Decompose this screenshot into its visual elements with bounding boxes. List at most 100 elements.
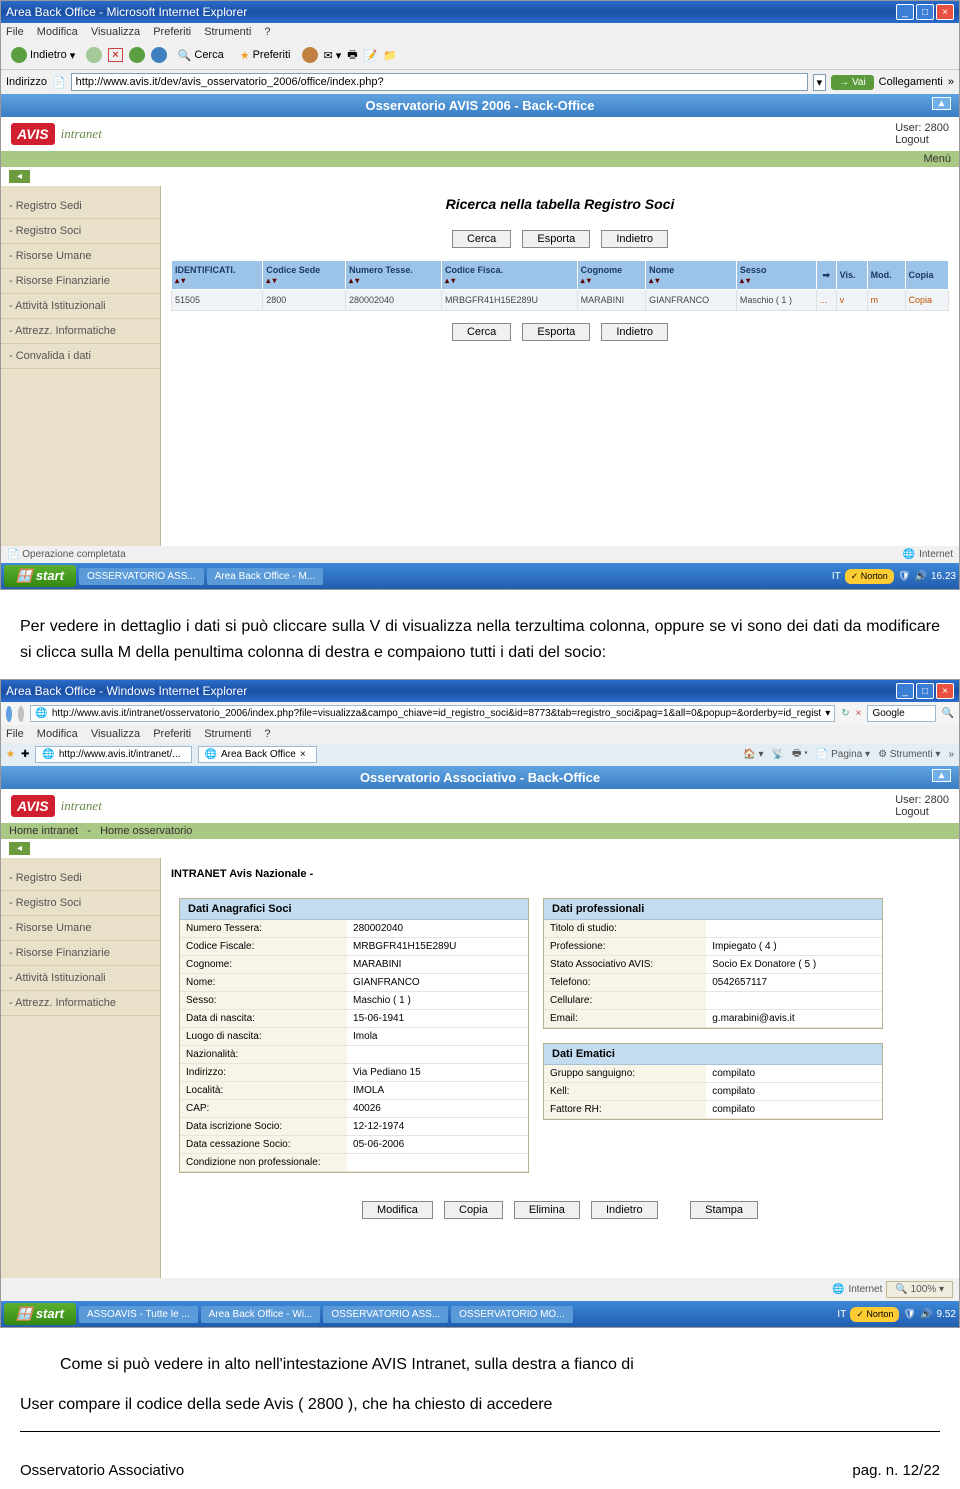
th-cognome[interactable]: Cognome▴ ▾ [577, 261, 645, 290]
mail-icon[interactable]: ✉ ▾ [324, 49, 342, 62]
sidebar-item-attivita[interactable]: - Attività Istituzionali [1, 294, 160, 319]
print-icon[interactable]: 🖶 [347, 46, 357, 65]
menu-view[interactable]: Visualizza [91, 26, 140, 38]
fav-tab[interactable]: 🌐 http://www.avis.it/intranet/... [35, 746, 191, 763]
start-button[interactable]: 🪟 start [4, 565, 76, 587]
sidebar-item-attrezz[interactable]: - Attrezz. Informatiche [1, 319, 160, 344]
search-button[interactable]: 🔍Cerca [173, 47, 229, 64]
th-sesso[interactable]: Sesso▴ ▾ [736, 261, 816, 290]
tools-menu[interactable]: ⚙ Strumenti ▾ [878, 749, 940, 760]
menu-fav[interactable]: Preferiti [153, 26, 191, 38]
back-icon[interactable] [6, 706, 12, 722]
lang-indicator[interactable]: IT [837, 1309, 846, 1320]
url-dropdown-icon[interactable]: ▾ [813, 74, 827, 91]
menu-edit[interactable]: Modifica [37, 26, 78, 38]
sidebar-item-risorse-fin[interactable]: - Risorse Finanziarie [1, 941, 160, 966]
stop-icon[interactable]: × [856, 708, 862, 719]
th-tessera[interactable]: Numero Tesse.▴ ▾ [345, 261, 441, 290]
home-icon[interactable]: 🏠 ▾ [743, 749, 763, 760]
cerca-button-2[interactable]: Cerca [452, 323, 511, 341]
esporta-button-2[interactable]: Esporta [522, 323, 590, 341]
minimize-icon[interactable]: _ [896, 683, 914, 699]
maximize-icon[interactable]: □ [916, 4, 934, 20]
sidebar-item-sedi[interactable]: - Registro Sedi [1, 194, 160, 219]
favorites-button[interactable]: ★Preferiti [235, 47, 296, 64]
fav-icon[interactable]: ★ [6, 749, 15, 760]
sidebar-item-attrezz[interactable]: - Attrezz. Informatiche [1, 991, 160, 1016]
menu-fav[interactable]: Preferiti [153, 728, 191, 740]
mod-link[interactable]: m [871, 295, 879, 305]
go-button[interactable]: → Vai [831, 75, 874, 90]
menu-view[interactable]: Visualizza [91, 728, 140, 740]
vis-link[interactable]: v [840, 295, 845, 305]
home-icon[interactable] [151, 47, 167, 63]
forward-icon[interactable] [18, 706, 24, 722]
collapse-icon[interactable]: ▴ [932, 769, 951, 782]
search-icon[interactable]: 🔍 [942, 708, 954, 719]
url-input[interactable] [71, 73, 808, 91]
elimina-button[interactable]: Elimina [514, 1201, 580, 1219]
sidebar-item-soci[interactable]: - Registro Soci [1, 891, 160, 916]
maximize-icon[interactable]: □ [916, 683, 934, 699]
lang-indicator[interactable]: IT [832, 571, 841, 582]
nav-home-intranet[interactable]: Home intranet [9, 825, 78, 837]
search-box[interactable]: Google [867, 705, 935, 722]
sidebar-item-risorse-fin[interactable]: - Risorse Finanziarie [1, 269, 160, 294]
menu-help[interactable]: ? [264, 26, 270, 38]
th-nome[interactable]: Nome▴ ▾ [646, 261, 737, 290]
refresh-icon[interactable]: ↻ [841, 708, 849, 719]
minimize-icon[interactable]: _ [896, 4, 914, 20]
start-button[interactable]: 🪟 start [4, 1303, 76, 1325]
fav-dropdown[interactable]: ✚ [21, 749, 29, 760]
indietro-button[interactable]: Indietro [601, 230, 668, 248]
task-item[interactable]: ASSOAVIS - Tutte le ... [79, 1306, 198, 1323]
stop-icon[interactable]: × [108, 48, 122, 62]
th-fiscale[interactable]: Codice Fisca.▴ ▾ [442, 261, 578, 290]
close-icon[interactable]: × [936, 4, 954, 20]
feed-icon[interactable]: 📡 [772, 749, 784, 760]
sidebar-item-risorse-umane[interactable]: - Risorse Umane [1, 244, 160, 269]
zoom-control[interactable]: 🔍 100% ▾ [886, 1281, 953, 1298]
close-icon[interactable]: × [936, 683, 954, 699]
norton-badge[interactable]: ✓ Norton [850, 1307, 899, 1322]
print-icon[interactable]: 🖶 ▾ [792, 746, 808, 763]
forward-icon[interactable] [86, 47, 102, 63]
nav-home-oss[interactable]: Home osservatorio [100, 825, 192, 837]
page-menu[interactable]: 📄 Pagina ▾ [816, 749, 870, 760]
stampa-button[interactable]: Stampa [690, 1201, 758, 1219]
history-icon[interactable] [302, 47, 318, 63]
th-ident[interactable]: IDENTIFICATI.▴ ▾ [172, 261, 263, 290]
task-item[interactable]: Area Back Office - Wi... [201, 1306, 321, 1323]
back-button[interactable]: Indietro ▾ [6, 45, 80, 65]
sidebar-item-sedi[interactable]: - Registro Sedi [1, 866, 160, 891]
tray-icon[interactable]: 🔊 [915, 571, 927, 582]
tray-icon[interactable]: 🛡 [903, 1309, 916, 1320]
copia-link[interactable]: Copia [909, 295, 933, 305]
task-item[interactable]: OSSERVATORIO ASS... [323, 1306, 448, 1323]
tray-icon[interactable]: 🛡 [898, 571, 911, 582]
more-link[interactable]: ... [820, 295, 828, 305]
task-item-2[interactable]: Area Back Office - M... [207, 568, 323, 585]
norton-badge[interactable]: ✓ Norton [845, 569, 894, 584]
expand-icon[interactable]: » [948, 749, 954, 760]
th-sede[interactable]: Codice Sede▴ ▾ [263, 261, 346, 290]
sidebar-item-risorse-umane[interactable]: - Risorse Umane [1, 916, 160, 941]
menu-file[interactable]: File [6, 26, 24, 38]
links-expand-icon[interactable]: » [948, 76, 954, 88]
collapse-sidebar-icon[interactable]: ◂ [9, 842, 30, 855]
sidebar-item-soci[interactable]: - Registro Soci [1, 219, 160, 244]
sidebar-item-attivita[interactable]: - Attività Istituzionali [1, 966, 160, 991]
modifica-button[interactable]: Modifica [362, 1201, 433, 1219]
url-bar[interactable]: 🌐http://www.avis.it/intranet/osservatori… [30, 705, 835, 722]
collapse-icon[interactable]: ▴ [932, 97, 951, 110]
refresh-icon[interactable] [129, 47, 145, 63]
menu-button[interactable]: Menù [923, 153, 951, 165]
active-tab[interactable]: 🌐 Area Back Office × [198, 746, 317, 763]
indietro-button[interactable]: Indietro [591, 1201, 658, 1219]
tray-icon[interactable]: 🔊 [920, 1309, 932, 1320]
task-item-1[interactable]: OSSERVATORIO ASS... [79, 568, 204, 585]
collapse-sidebar-icon[interactable]: ◂ [9, 170, 30, 183]
task-item[interactable]: OSSERVATORIO MO... [451, 1306, 572, 1323]
menu-tools[interactable]: Strumenti [204, 728, 251, 740]
logout-link[interactable]: Logout [895, 806, 949, 818]
